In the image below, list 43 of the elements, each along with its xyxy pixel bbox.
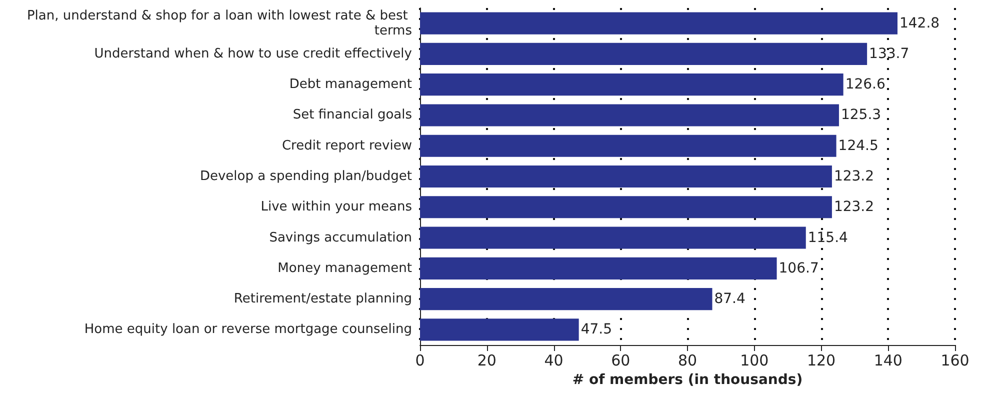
x-tick-label: 20 (477, 352, 496, 370)
x-tick-label: 160 (940, 352, 970, 370)
data-label: 133.7 (869, 46, 910, 62)
x-tick-label: 100 (740, 352, 769, 370)
y-tick-label: Debt management (289, 77, 412, 92)
y-tick-label: Develop a spending plan/budget (200, 169, 412, 184)
x-tick-label: 40 (544, 352, 564, 370)
x-tick-label: 140 (874, 352, 902, 370)
bar (420, 165, 832, 188)
data-label: 123.2 (834, 168, 874, 184)
data-label: 87.4 (714, 291, 746, 308)
bar (420, 134, 836, 157)
data-label: 125.3 (840, 107, 882, 124)
data-label: 124.5 (838, 138, 878, 154)
bar (420, 42, 868, 65)
bar (420, 196, 832, 218)
y-tick-label: Live within your means (260, 200, 412, 215)
y-tick-label: Understand when & how to use credit effectively (94, 46, 412, 62)
bar (420, 318, 579, 341)
y-tick-label: Retirement/estate planning (234, 292, 412, 307)
data-label: 126.6 (845, 76, 886, 93)
data-label: 115.4 (808, 230, 848, 246)
bar (420, 226, 806, 249)
bar (420, 288, 712, 310)
y-tick-label: Money management (278, 260, 412, 276)
x-tick-label: 0 (415, 352, 425, 370)
data-label: 142.8 (899, 15, 940, 32)
bar (420, 74, 844, 96)
data-label: 106.7 (778, 260, 819, 276)
bar (420, 104, 839, 126)
data-label: 47.5 (580, 322, 612, 338)
x-tick-label: 120 (806, 352, 836, 370)
y-tick-label: Plan, understand & shop for a loan with lowest rate & best terms (26, 8, 412, 38)
bar (420, 12, 898, 34)
y-tick-label: Credit report review (282, 138, 412, 154)
x-tick-label: 80 (678, 352, 698, 370)
x-axis-title: # of members (in thousands) (572, 372, 803, 388)
y-tick-label: Set financial goals (292, 108, 412, 123)
data-label: 123.2 (834, 199, 874, 216)
y-tick-label: Home equity loan or reverse mortgage counseling (84, 322, 412, 338)
x-tick-label: 60 (611, 352, 630, 370)
bar (420, 257, 777, 280)
y-tick-label: Savings accumulation (269, 230, 412, 246)
